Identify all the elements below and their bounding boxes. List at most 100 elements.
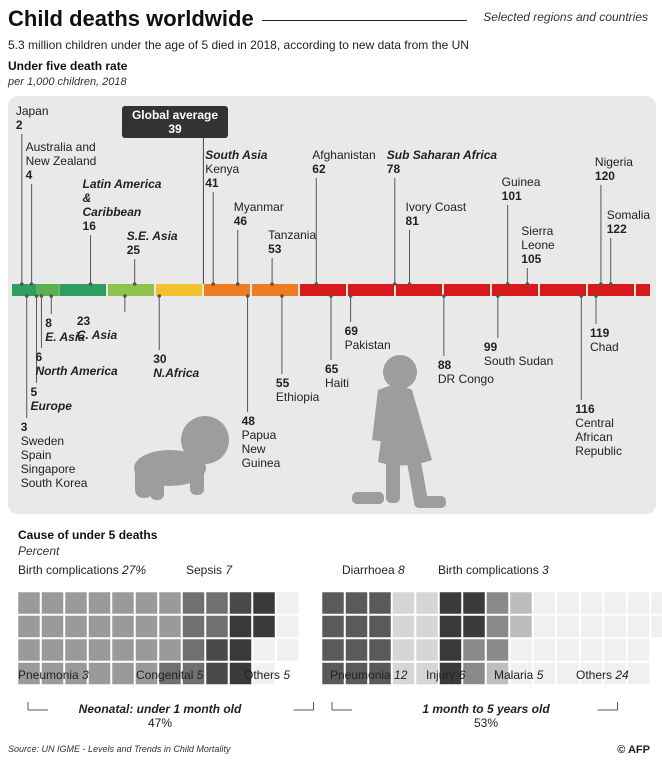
cause-square-others xyxy=(603,591,627,615)
point-marker-haiti xyxy=(329,294,333,298)
cause-square-malaria xyxy=(462,662,486,685)
cause-square-birth-complications xyxy=(158,615,182,638)
cause-square-diarrhoea xyxy=(392,615,415,638)
cause-square-birth-complications xyxy=(135,591,158,615)
point-marker-myanmar xyxy=(235,282,240,286)
cause-square-injury xyxy=(439,615,462,638)
neonatal-group-share: 47% xyxy=(147,716,173,730)
scale-segment xyxy=(40,284,44,296)
cause-square-congenital xyxy=(229,638,252,662)
subtitle: 5.3 million children under the age of 5 … xyxy=(8,38,469,52)
scale-segment xyxy=(540,284,586,296)
cause-square-pneumonia xyxy=(368,615,392,638)
cause-square-pneumonia xyxy=(368,591,392,615)
point-marker-europe xyxy=(34,294,39,298)
cause-square-birth-complications xyxy=(41,591,64,615)
cause-square-others xyxy=(556,662,580,685)
cause-square-others xyxy=(252,662,276,685)
point-marker-sweden xyxy=(24,294,29,298)
cause-square-birth-complications xyxy=(17,662,41,685)
cause-square-birth-complications xyxy=(64,591,88,615)
cause-square-birth-complications xyxy=(509,591,533,615)
cause-square-birth-complications xyxy=(64,662,88,685)
cause-square-birth-complications xyxy=(111,591,135,615)
cause-square-diarrhoea xyxy=(415,591,439,615)
cause-square-others xyxy=(252,638,276,662)
cause-square-diarrhoea xyxy=(415,638,439,662)
title-rule xyxy=(262,20,467,21)
cause-square-sepsis xyxy=(182,662,205,685)
cause-square-birth-complications xyxy=(41,638,64,662)
cause-label-birth-complications: Birth complications 27% xyxy=(18,563,147,577)
point-label-europe: 5 Europe xyxy=(30,385,72,413)
point-marker-somalia xyxy=(608,282,613,286)
cause-label-birth-complications: Birth complications 3 xyxy=(438,563,549,577)
girl-silhouette-icon xyxy=(352,355,446,508)
cause-square-birth-complications xyxy=(41,662,64,685)
cause-square-others xyxy=(650,591,662,615)
scale-segment xyxy=(32,284,36,296)
point-marker-ivory-coast xyxy=(407,282,412,286)
cause-square-birth-complications xyxy=(88,662,111,685)
credit: © AFP xyxy=(617,744,650,756)
cause-square-sepsis xyxy=(182,591,205,615)
point-marker-australia-and xyxy=(29,282,34,286)
scale-segment xyxy=(20,284,24,296)
cause-square-birth-complications xyxy=(486,662,509,685)
cause-square-injury xyxy=(439,591,462,615)
cause-square-others xyxy=(580,615,603,638)
point-marker-tanzania xyxy=(270,282,274,286)
cause-square-pneumonia xyxy=(345,662,368,685)
scale-segment xyxy=(444,284,490,296)
cause-square-others xyxy=(603,615,627,638)
death-rate-unit: per 1,000 children, 2018 xyxy=(8,76,127,88)
scale-segment xyxy=(396,284,442,296)
cause-square-pneumonia xyxy=(345,615,368,638)
cause-square-pneumonia xyxy=(345,591,368,615)
point-label-papua: 48 Papua New Guinea xyxy=(241,414,281,470)
cause-square-others xyxy=(603,638,627,662)
cause-square-others xyxy=(509,662,533,685)
point-label-chad: 119 Chad xyxy=(590,326,619,354)
point-marker-central xyxy=(579,294,584,298)
point-marker-ethiopia xyxy=(280,294,284,298)
cause-square-others xyxy=(580,662,603,685)
cause-label-diarrhoea: Diarrhoea 8 xyxy=(342,563,405,577)
child-group-share: 53% xyxy=(473,716,499,730)
scale-segment xyxy=(348,284,394,296)
cause-square-birth-complications xyxy=(17,591,41,615)
cause-square-others xyxy=(276,591,299,615)
tagline: Selected regions and countries xyxy=(483,10,648,24)
scale-segment xyxy=(12,284,16,296)
cause-square-birth-complications xyxy=(64,615,88,638)
cause-square-others xyxy=(276,615,299,638)
cause-label-injury: Injury 6 xyxy=(426,668,466,682)
point-label-south-sudan: 99 South Sudan xyxy=(483,340,554,368)
scale-segment xyxy=(60,284,106,296)
cause-square-birth-complications xyxy=(135,662,158,685)
cause-square-injury xyxy=(439,638,462,662)
cause-square-diarrhoea xyxy=(392,638,415,662)
point-marker-n-africa xyxy=(157,294,162,298)
point-marker-afghanistan xyxy=(314,282,319,286)
cause-square-others xyxy=(627,662,650,685)
point-marker-south-asia xyxy=(211,282,216,286)
cause-label-malaria: Malaria 5 xyxy=(494,668,544,682)
cause-square-malaria xyxy=(486,615,509,638)
point-marker-japan xyxy=(20,282,24,286)
cause-square-others xyxy=(650,615,662,638)
cause-label-pneumonia: Pneumonia 3 xyxy=(18,668,89,682)
cause-square-others xyxy=(580,638,603,662)
scale-segment xyxy=(252,284,298,296)
scale-segment xyxy=(156,284,202,296)
point-label-north-america: 6 North America xyxy=(35,350,118,378)
point-label-n-africa: 30 N.Africa xyxy=(153,352,200,380)
point-label-south-asia: South Asia Kenya 41 xyxy=(205,148,268,190)
cause-square-congenital xyxy=(252,591,276,615)
point-label-e-asia: 8 E. Asia xyxy=(45,316,85,344)
cause-square-diarrhoea xyxy=(392,662,415,685)
cause-square-others xyxy=(556,591,580,615)
cause-square-injury xyxy=(462,615,486,638)
